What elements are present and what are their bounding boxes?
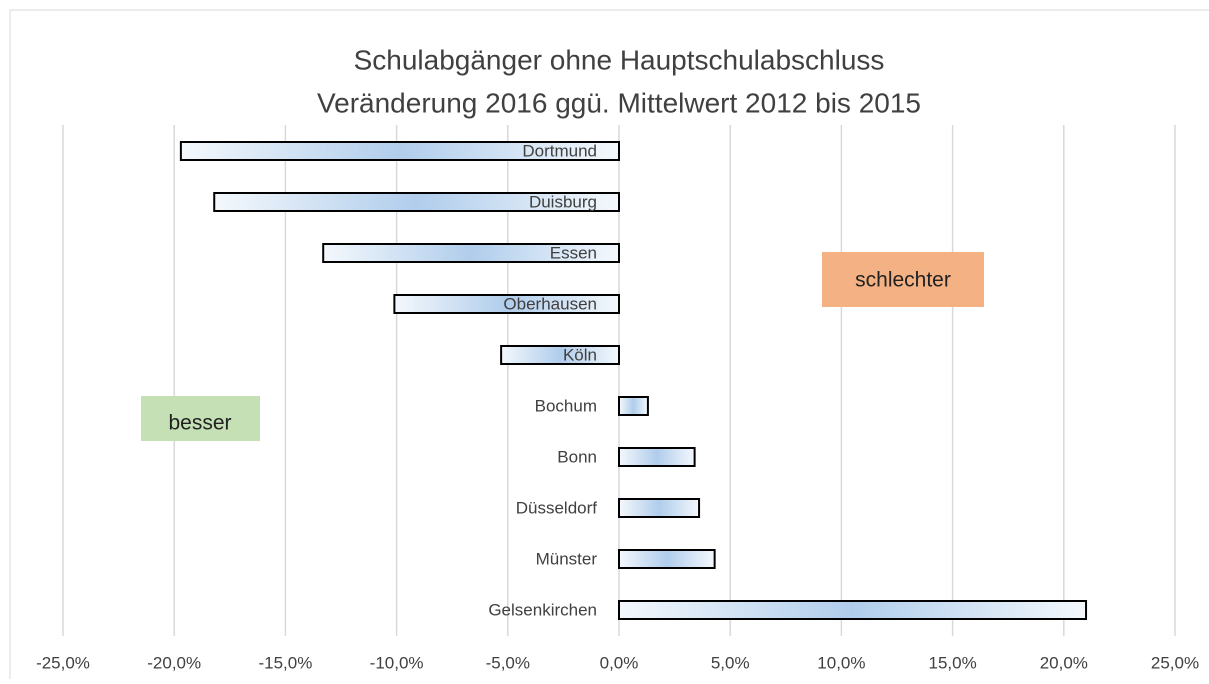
chart-title: Veränderung 2016 ggü. Mittelwert 2012 bi… xyxy=(317,87,921,118)
bar xyxy=(179,141,620,161)
bar xyxy=(393,294,620,314)
bar xyxy=(618,600,1088,620)
x-tick-label: -25,0% xyxy=(36,653,90,672)
x-tick-label: -5,0% xyxy=(486,653,530,672)
annotation: besser xyxy=(168,412,231,435)
annotation-box xyxy=(141,396,260,441)
bar xyxy=(500,345,620,365)
bar xyxy=(618,498,701,518)
x-tick-label: -20,0% xyxy=(147,653,201,672)
bar xyxy=(618,549,716,569)
x-tick-label: 10,0% xyxy=(817,653,865,672)
category-label: Münster xyxy=(536,549,598,568)
category-label: Duisburg xyxy=(529,192,597,211)
category-label: Dortmund xyxy=(522,141,597,160)
category-label: Essen xyxy=(550,243,597,262)
x-tick-label: -15,0% xyxy=(258,653,312,672)
annotation-box xyxy=(822,252,984,307)
chart-border xyxy=(9,9,1209,684)
x-tick-label: 20,0% xyxy=(1040,653,1088,672)
bar xyxy=(213,192,620,212)
category-label: Köln xyxy=(563,345,597,364)
bar xyxy=(618,396,649,416)
x-tick-label: -10,0% xyxy=(370,653,424,672)
bar xyxy=(618,447,696,467)
category-label: Gelsenkirchen xyxy=(488,600,597,619)
x-tick-label: 25,0% xyxy=(1151,653,1199,672)
bar xyxy=(322,243,620,263)
category-label: Bonn xyxy=(557,447,597,466)
x-tick-label: 0,0% xyxy=(600,653,639,672)
chart-title: Schulabgänger ohne Hauptschulabschluss xyxy=(354,44,885,75)
x-tick-label: 5,0% xyxy=(711,653,750,672)
category-label: Bochum xyxy=(535,396,597,415)
x-tick-label: 15,0% xyxy=(928,653,976,672)
category-label: Düsseldorf xyxy=(516,498,598,517)
category-label: Oberhausen xyxy=(503,294,597,313)
annotation: schlechter xyxy=(855,269,951,292)
